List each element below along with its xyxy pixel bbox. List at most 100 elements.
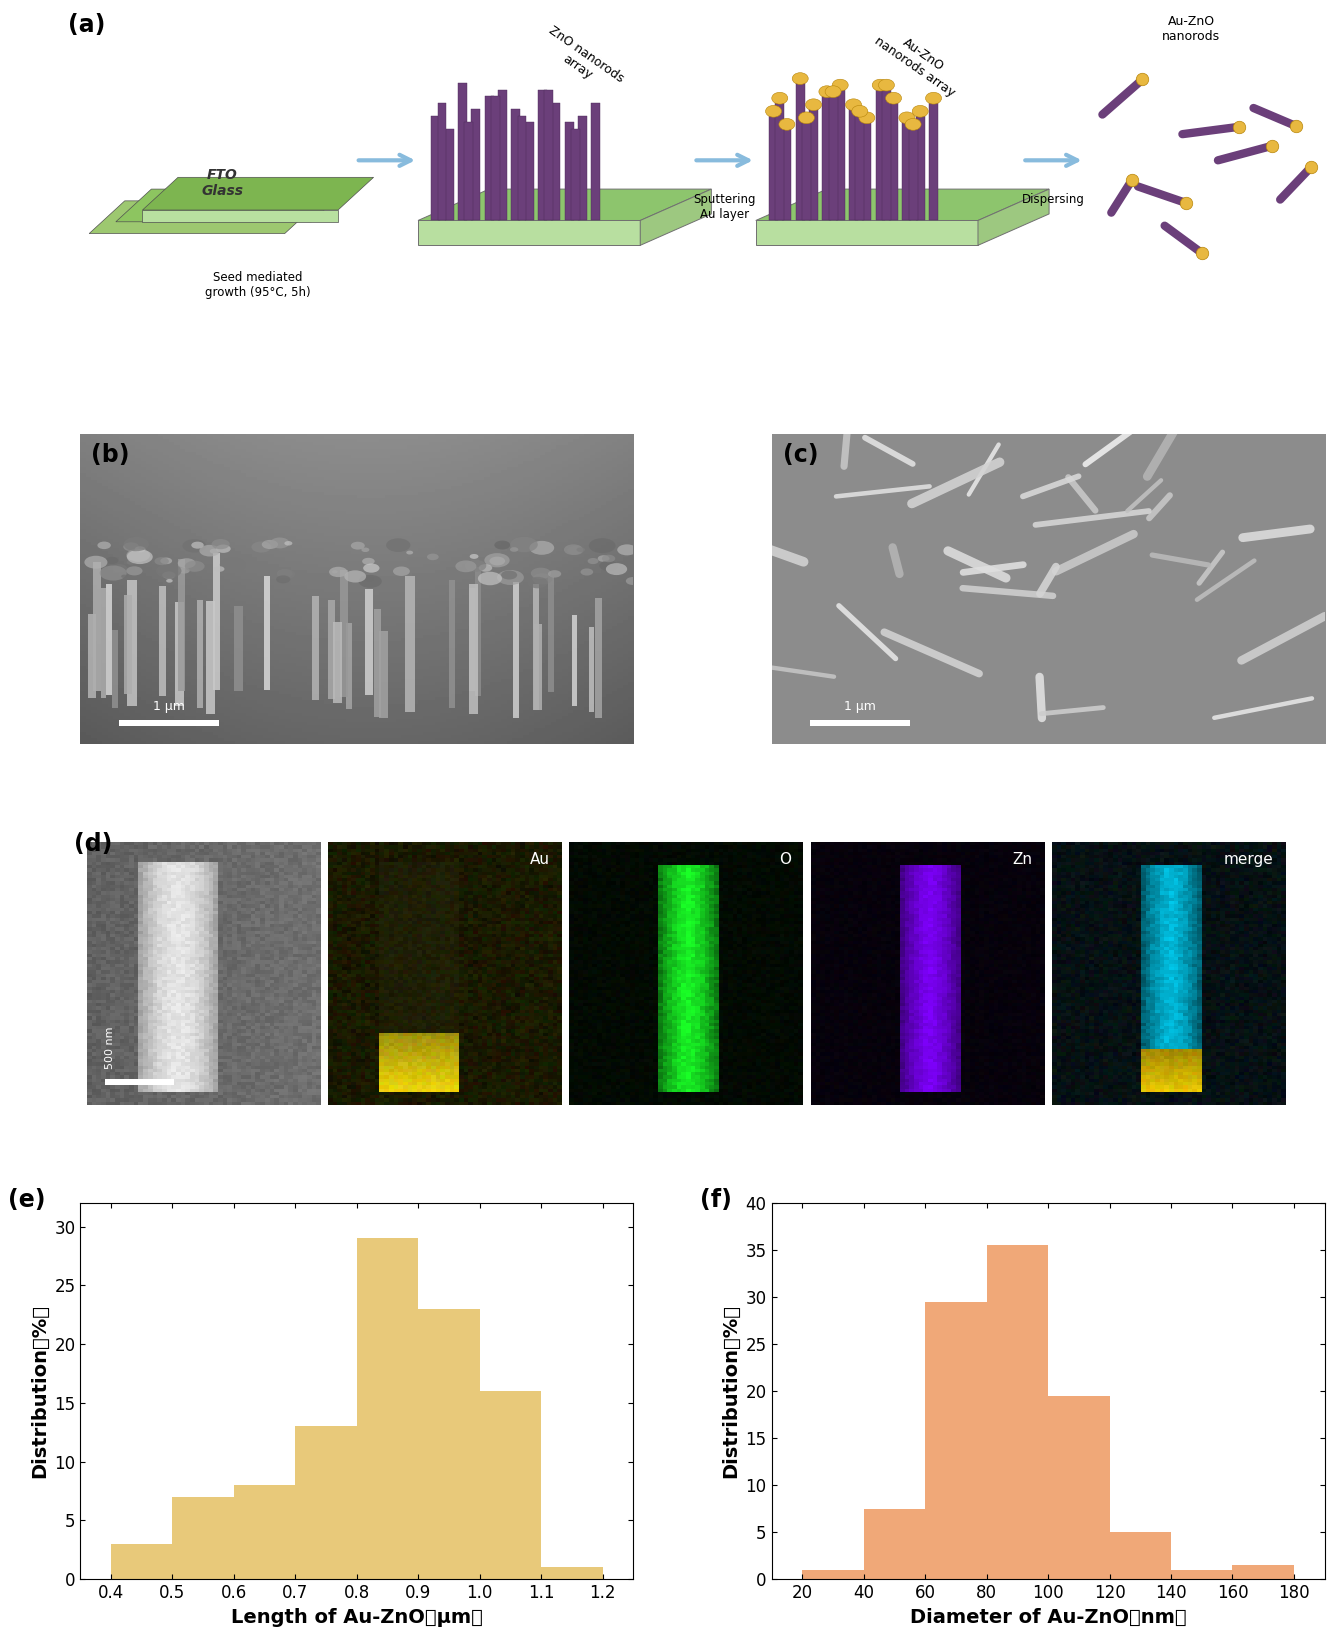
Circle shape (470, 554, 479, 559)
Bar (102, 587, 106, 697)
Circle shape (589, 538, 615, 553)
Bar (803, 1569, 864, 1579)
Circle shape (135, 546, 146, 553)
Bar (438, 102, 447, 220)
Polygon shape (640, 189, 712, 245)
Circle shape (199, 544, 219, 556)
Circle shape (262, 540, 278, 549)
Circle shape (531, 568, 551, 579)
Bar (1171, 1569, 1232, 1579)
Text: (f): (f) (700, 1188, 732, 1212)
Bar (88, 614, 96, 697)
Circle shape (872, 79, 888, 90)
Circle shape (852, 105, 868, 117)
Bar (534, 623, 542, 711)
Bar (119, 721, 218, 725)
Circle shape (387, 538, 411, 553)
Circle shape (363, 558, 375, 564)
Text: (e): (e) (8, 1188, 45, 1212)
Text: (c): (c) (783, 443, 818, 467)
Bar (514, 582, 519, 719)
Text: 1 μm: 1 μm (153, 701, 185, 714)
Bar (458, 84, 467, 220)
Bar (373, 609, 381, 717)
Y-axis label: Distribution（%）: Distribution（%） (721, 1304, 740, 1479)
Bar (468, 584, 478, 714)
Bar (106, 1079, 174, 1086)
Circle shape (112, 564, 127, 572)
Bar (328, 599, 336, 699)
Bar (836, 90, 844, 220)
Bar (811, 721, 910, 725)
Bar (863, 122, 871, 220)
Circle shape (210, 549, 218, 554)
Bar (551, 102, 561, 220)
Bar (379, 630, 388, 719)
Bar (538, 90, 547, 220)
Polygon shape (978, 189, 1049, 245)
Bar (158, 586, 166, 696)
Circle shape (106, 556, 118, 564)
Bar (909, 128, 918, 220)
Bar (405, 576, 415, 712)
Text: (d): (d) (74, 832, 112, 855)
Bar (1052, 842, 1286, 1105)
Bar (541, 1568, 602, 1579)
Circle shape (363, 564, 380, 572)
Circle shape (162, 571, 175, 579)
Bar (986, 1245, 1048, 1579)
Circle shape (359, 574, 381, 587)
Text: 1 μm: 1 μm (844, 701, 876, 714)
Circle shape (626, 577, 640, 586)
Circle shape (277, 569, 293, 577)
Bar (175, 602, 183, 706)
Bar (112, 630, 118, 709)
Circle shape (581, 569, 593, 576)
Text: Au: Au (530, 852, 550, 867)
Bar (296, 1426, 357, 1579)
X-axis label: Length of Au-ZnO（μm）: Length of Au-ZnO（μm） (231, 1607, 483, 1627)
Bar (888, 102, 898, 220)
Circle shape (351, 541, 365, 549)
Bar (475, 568, 482, 696)
Circle shape (478, 572, 502, 586)
Circle shape (533, 574, 553, 584)
Circle shape (166, 579, 173, 582)
Bar (545, 90, 553, 220)
Circle shape (899, 112, 915, 123)
Circle shape (123, 536, 149, 551)
Bar (234, 605, 242, 691)
Circle shape (126, 549, 150, 563)
Circle shape (587, 558, 598, 564)
Bar (595, 597, 602, 717)
Circle shape (123, 543, 139, 551)
Bar (589, 627, 594, 712)
Circle shape (498, 569, 524, 586)
Text: (b): (b) (91, 443, 130, 467)
Bar (431, 115, 440, 220)
Circle shape (479, 564, 492, 572)
Polygon shape (417, 220, 640, 245)
Bar (178, 559, 185, 691)
Circle shape (846, 99, 862, 110)
Text: Au-ZnO
nanorods array: Au-ZnO nanorods array (872, 21, 966, 99)
Circle shape (549, 571, 561, 577)
Circle shape (100, 566, 127, 581)
Text: Seed mediated
growth (95°C, 5h): Seed mediated growth (95°C, 5h) (205, 271, 310, 299)
Bar (571, 615, 577, 706)
Circle shape (826, 86, 842, 97)
Bar (809, 109, 818, 220)
Bar (524, 122, 534, 220)
Bar (197, 600, 203, 707)
Bar (783, 128, 791, 220)
Circle shape (270, 538, 289, 548)
Bar (876, 90, 884, 220)
Circle shape (276, 576, 290, 584)
Bar (518, 115, 526, 220)
Bar (811, 842, 1045, 1105)
Bar (1232, 1564, 1294, 1579)
Polygon shape (756, 189, 1049, 220)
Bar (106, 584, 112, 694)
Bar (173, 1497, 234, 1579)
Polygon shape (417, 189, 712, 220)
